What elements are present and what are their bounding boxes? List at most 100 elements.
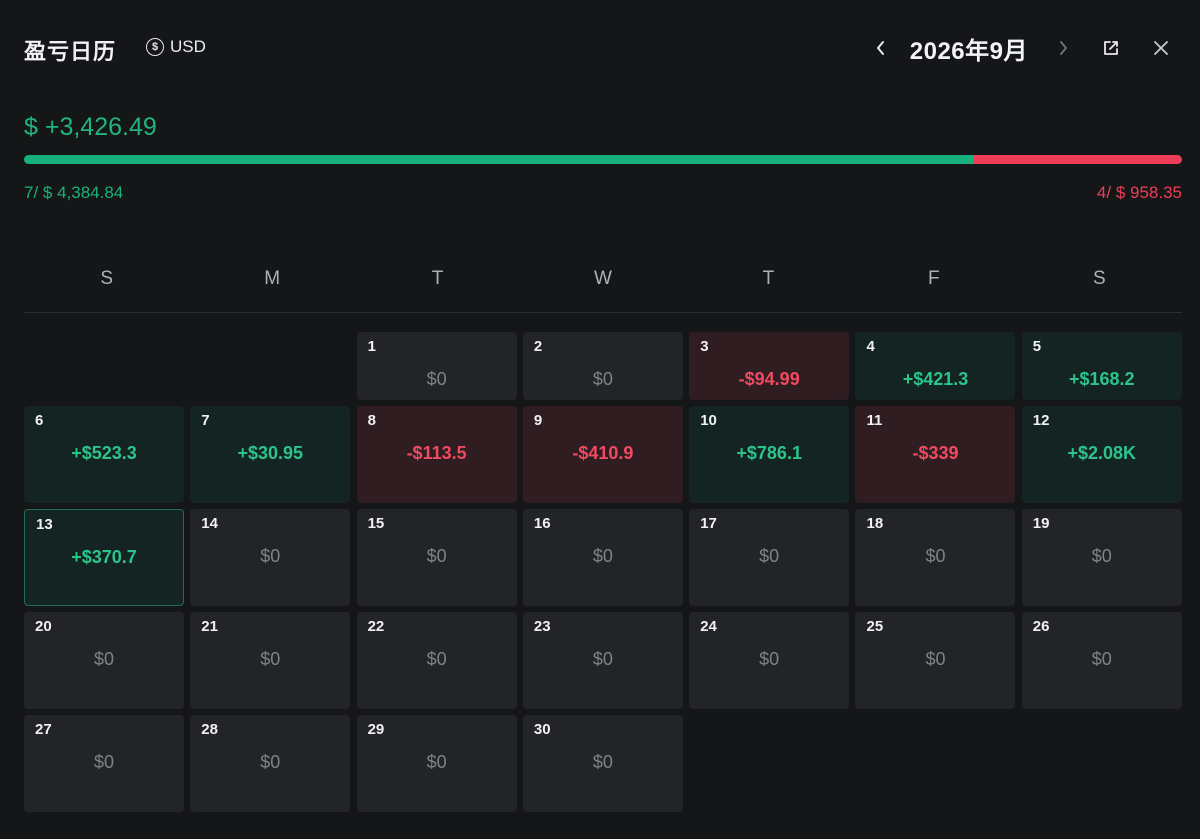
popout-button[interactable] xyxy=(1096,30,1126,66)
close-button[interactable] xyxy=(1146,30,1176,66)
day-pnl-value: -$339 xyxy=(912,443,959,463)
chevron-right-icon xyxy=(1060,41,1067,55)
day-cell[interactable]: 3 -$94.99 xyxy=(689,332,850,400)
day-pnl-value: +$370.7 xyxy=(71,547,137,567)
day-pnl-value: $0 xyxy=(426,752,447,772)
day-cell[interactable]: 8 -$113.5 xyxy=(356,406,517,503)
day-number: 16 xyxy=(533,515,551,532)
empty-day-cell xyxy=(24,332,184,400)
day-cell[interactable]: 15 $0 xyxy=(356,509,517,606)
day-number: 15 xyxy=(367,515,385,532)
day-cell[interactable]: 17 $0 xyxy=(689,509,850,606)
day-number: 18 xyxy=(866,515,884,532)
day-number: 12 xyxy=(1032,412,1050,429)
day-number: 17 xyxy=(700,515,717,532)
day-pnl-value: $0 xyxy=(260,546,281,566)
day-number: 28 xyxy=(201,721,218,738)
day-number: 14 xyxy=(201,515,218,532)
win-loss-bar xyxy=(24,155,1182,164)
day-cell[interactable]: 21 $0 xyxy=(190,612,351,709)
day-number: 9 xyxy=(533,412,543,429)
day-cell[interactable]: 13 +$370.7 xyxy=(24,509,184,606)
day-cell[interactable]: 6 +$523.3 xyxy=(24,406,184,503)
day-cell[interactable]: 20 $0 xyxy=(24,612,184,709)
panel-title: 盈亏日历 xyxy=(24,39,117,64)
day-cell[interactable]: 11 -$339 xyxy=(855,406,1016,503)
next-month-button[interactable] xyxy=(1050,30,1076,66)
day-pnl-value: -$113.5 xyxy=(406,443,467,463)
day-number: 25 xyxy=(866,618,884,635)
day-pnl-value: $0 xyxy=(93,649,115,669)
calendar-grid: 1 $0 2 $0 3 -$94.99 4 +$421.3 5 +$168.2 6 +$523.3 7 +… xyxy=(24,332,1182,812)
day-pnl-value: $0 xyxy=(759,546,780,566)
day-cell[interactable]: 30 $0 xyxy=(522,715,683,812)
day-pnl-value: $0 xyxy=(925,649,946,669)
day-pnl-value: $0 xyxy=(426,649,447,669)
day-cell[interactable]: 26 $0 xyxy=(1021,612,1182,709)
weekday-label: F xyxy=(928,268,940,289)
day-cell[interactable]: 10 +$786.1 xyxy=(689,406,850,503)
day-pnl-value: +$523.3 xyxy=(71,443,137,463)
day-cell[interactable]: 25 $0 xyxy=(855,612,1016,709)
day-pnl-value: $0 xyxy=(759,649,780,669)
day-pnl-value: $0 xyxy=(426,369,447,389)
loss-stats: 4/ $ 958.35 xyxy=(1096,183,1182,202)
day-number: 13 xyxy=(36,516,53,533)
day-pnl-value: -$94.99 xyxy=(738,369,800,389)
day-cell[interactable]: 4 +$421.3 xyxy=(855,332,1016,400)
day-cell[interactable]: 12 +$2.08K xyxy=(1021,406,1182,503)
day-cell[interactable]: 7 +$30.95 xyxy=(190,406,351,503)
day-pnl-value: $0 xyxy=(260,752,281,772)
day-cell[interactable]: 9 -$410.9 xyxy=(522,406,683,503)
day-number: 5 xyxy=(1032,338,1042,355)
day-number: 6 xyxy=(35,412,44,429)
day-pnl-value: $0 xyxy=(592,649,613,669)
header: 盈亏日历 $ USD 2026年9月 xyxy=(24,0,1176,98)
day-pnl-value: $0 xyxy=(260,649,281,669)
day-number: 22 xyxy=(367,618,385,635)
day-cell[interactable]: 28 $0 xyxy=(190,715,351,812)
day-pnl-value: -$410.9 xyxy=(572,443,634,463)
day-cell[interactable]: 1 $0 xyxy=(356,332,517,400)
day-pnl-value: +$30.95 xyxy=(237,443,304,463)
day-pnl-value: $0 xyxy=(1091,546,1112,566)
day-cell[interactable]: 5 +$168.2 xyxy=(1021,332,1182,400)
day-cell[interactable]: 22 $0 xyxy=(356,612,517,709)
prev-month-button[interactable] xyxy=(868,30,894,66)
day-cell[interactable]: 29 $0 xyxy=(356,715,517,812)
day-cell[interactable]: 19 $0 xyxy=(1021,509,1182,606)
month-navigation: 2026年9月 xyxy=(868,30,1176,66)
day-cell[interactable]: 18 $0 xyxy=(855,509,1016,606)
currency-selector[interactable]: $ USD xyxy=(146,37,206,57)
day-number: 8 xyxy=(367,412,376,429)
loss-bar-segment xyxy=(973,155,1182,164)
day-number: 26 xyxy=(1032,618,1050,635)
day-pnl-value: $0 xyxy=(592,546,613,566)
external-link-icon xyxy=(1104,41,1118,55)
day-number: 11 xyxy=(866,412,883,429)
day-pnl-value: $0 xyxy=(426,546,447,566)
day-number: 10 xyxy=(700,412,717,429)
day-cell[interactable]: 23 $0 xyxy=(522,612,683,709)
day-pnl-value: +$786.1 xyxy=(736,443,802,463)
current-month: 2026年9月 xyxy=(909,37,1028,65)
day-cell[interactable]: 2 $0 xyxy=(522,332,683,400)
day-cell[interactable]: 16 $0 xyxy=(522,509,683,606)
day-pnl-value: +$421.3 xyxy=(902,369,969,389)
currency-exchange-icon: $ xyxy=(146,38,164,56)
day-cell[interactable]: 24 $0 xyxy=(689,612,850,709)
day-number: 19 xyxy=(1032,515,1050,532)
day-number: 4 xyxy=(866,338,875,355)
empty-day-cell xyxy=(190,332,350,400)
close-icon xyxy=(1154,41,1168,55)
weekday-label: S xyxy=(100,268,114,289)
day-number: 21 xyxy=(201,618,218,635)
day-number: 30 xyxy=(533,721,551,738)
day-number: 29 xyxy=(367,721,385,738)
day-pnl-value: $0 xyxy=(592,752,613,772)
weekday-label: M xyxy=(264,268,281,289)
day-number: 3 xyxy=(700,338,709,355)
day-cell[interactable]: 27 $0 xyxy=(24,715,184,812)
day-cell[interactable]: 14 $0 xyxy=(190,509,351,606)
